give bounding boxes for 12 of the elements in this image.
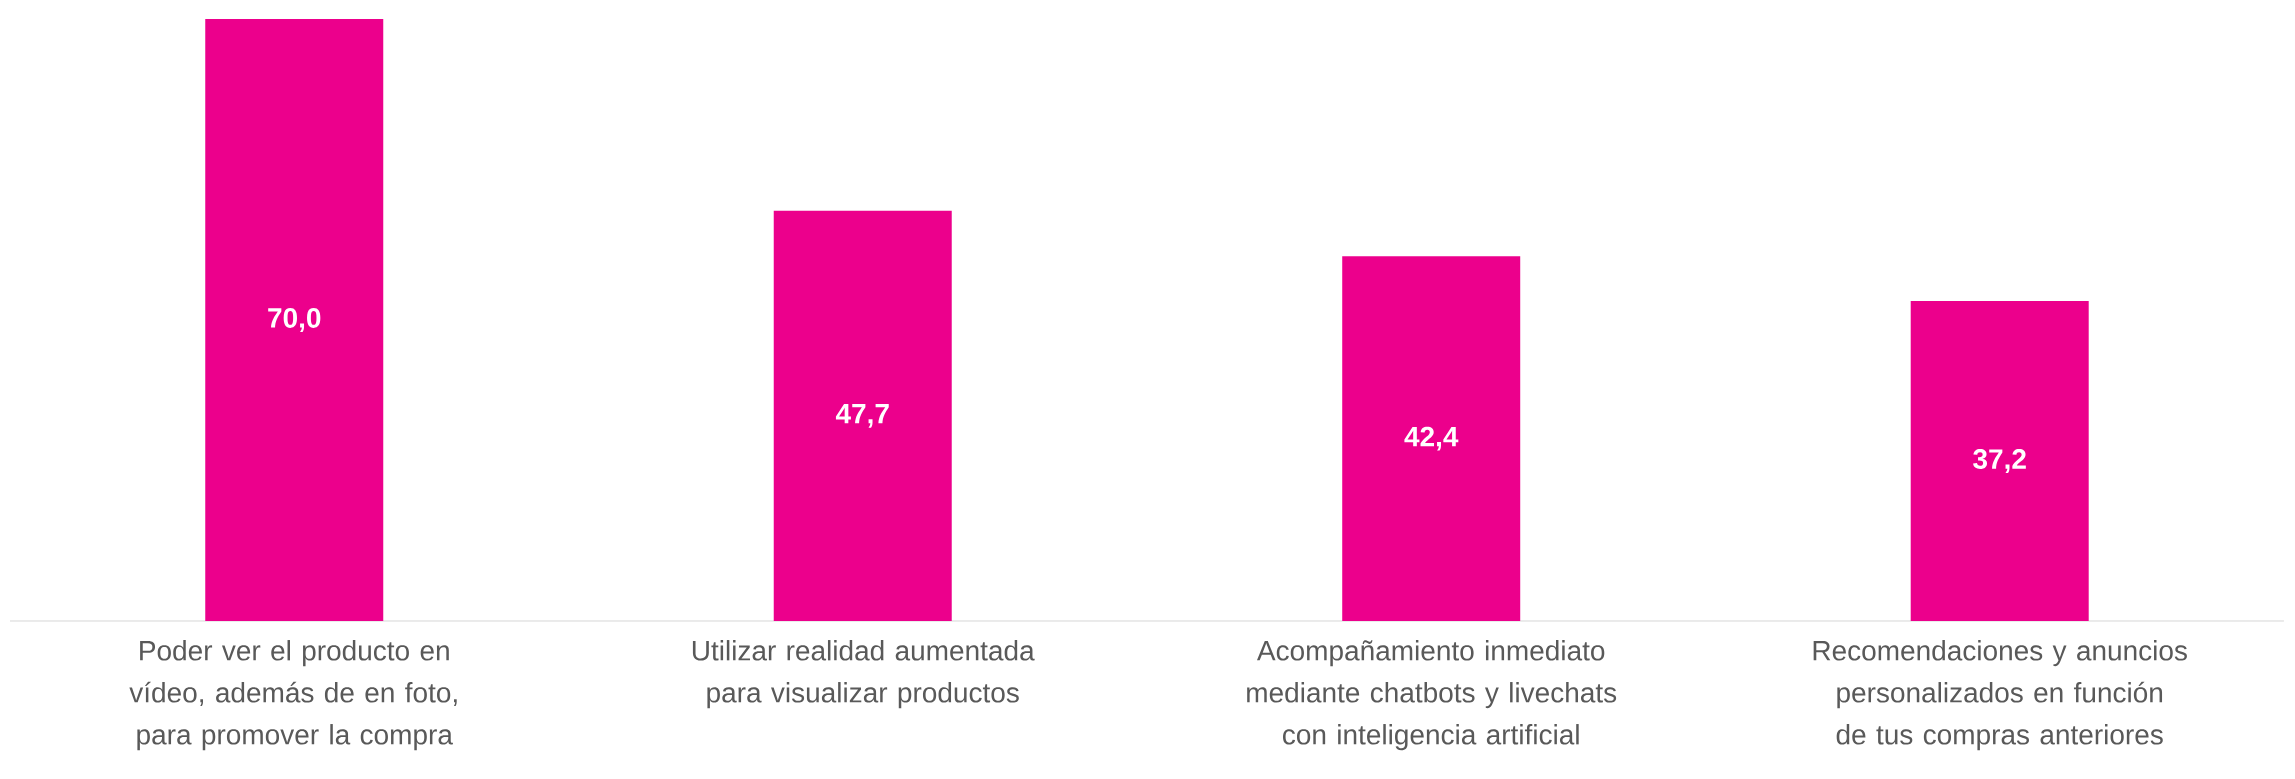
x-tick-label: Acompañamiento inmediato mediante chatbots y livechats con inteligencia artificial (1247, 640, 1617, 751)
data-label: 47,7 (835, 404, 889, 428)
x-tick-label: Poder ver el producto en vídeo, además de en foto, para promover la compra (129, 640, 457, 751)
x-tick-label: Utilizar realidad aumentada para visualizar productos (692, 640, 1035, 709)
data-label: 42,4 (1404, 426, 1459, 451)
bar (205, 18, 384, 621)
data-label: 70,0 (268, 308, 321, 332)
x-tick-label: Recomendaciones y anuncios personalizados en función de tus compras anteriores (1813, 640, 2187, 751)
bar (773, 210, 952, 621)
bar (1342, 256, 1521, 621)
data-label: 37,2 (1973, 449, 2026, 473)
bar (1910, 301, 2089, 621)
